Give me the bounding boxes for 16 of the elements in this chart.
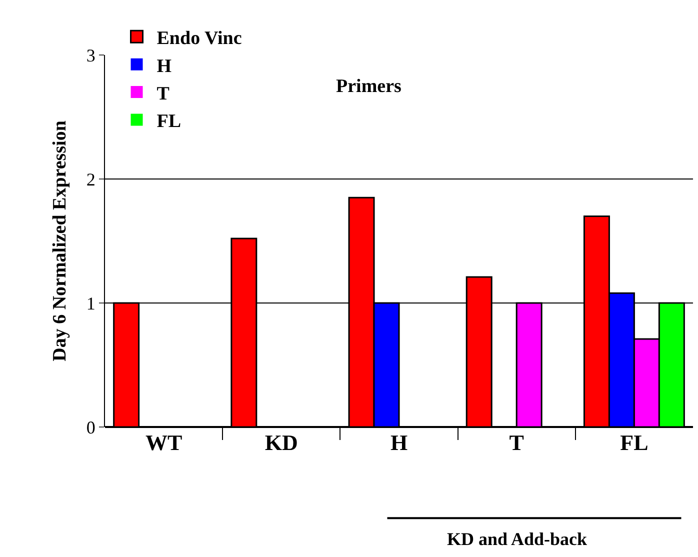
x-tick-label: H xyxy=(390,430,408,455)
legend-label: T xyxy=(156,83,170,104)
x-tick-label: FL xyxy=(620,430,648,455)
y-tick-label: 0 xyxy=(86,417,96,438)
y-axis-title: Day 6 Normalized Expression xyxy=(49,120,70,362)
y-tick-label: 3 xyxy=(86,45,96,66)
legend-label: FL xyxy=(156,111,182,132)
x-tick-label: T xyxy=(509,430,524,455)
y-tick-label: 2 xyxy=(86,169,96,190)
x-tick-label: KD xyxy=(264,430,298,455)
x-tick-label: WT xyxy=(145,430,182,455)
legend-label: H xyxy=(156,56,172,77)
text: KD and Add-back xyxy=(447,529,588,549)
y-tick-label: 1 xyxy=(86,293,96,314)
legend-title: Primers xyxy=(336,76,402,97)
legend-label: Endo Vinc xyxy=(156,28,242,50)
